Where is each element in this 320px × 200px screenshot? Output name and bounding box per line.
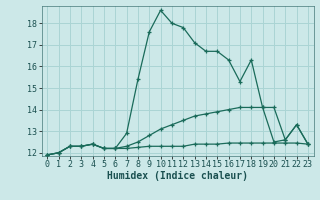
X-axis label: Humidex (Indice chaleur): Humidex (Indice chaleur) [107, 171, 248, 181]
